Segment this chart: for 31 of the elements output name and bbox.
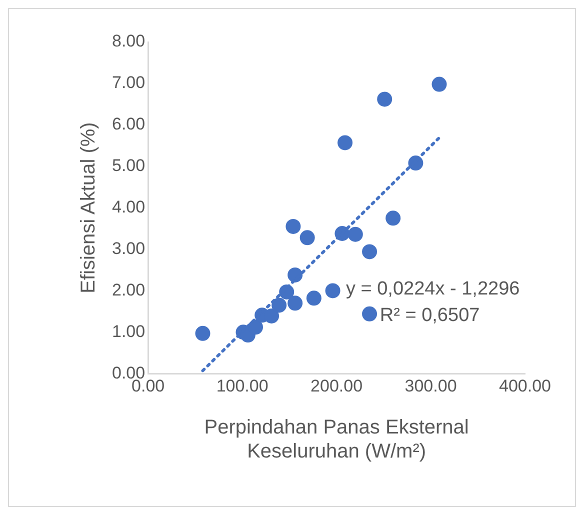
x-tick-label: 100.00 bbox=[216, 376, 268, 396]
point bbox=[362, 244, 378, 260]
y-tick-label: 4.00 bbox=[112, 197, 146, 216]
point bbox=[348, 226, 363, 242]
point bbox=[338, 135, 353, 150]
point bbox=[288, 296, 303, 311]
y-tick-label: 3.00 bbox=[112, 238, 146, 258]
point bbox=[272, 298, 287, 313]
y-axis-title: Efisiensi Aktual (%) bbox=[78, 122, 100, 294]
y-tick-label: 6.00 bbox=[112, 114, 146, 134]
point bbox=[286, 218, 301, 234]
x-tick-label: 200.00 bbox=[310, 376, 363, 396]
y-tick-label: 2.00 bbox=[112, 280, 146, 300]
annotation: R² = 0,6507 bbox=[380, 304, 480, 326]
y-tick-label: 5.00 bbox=[112, 156, 146, 176]
point bbox=[195, 326, 210, 341]
point bbox=[362, 306, 378, 322]
point bbox=[377, 92, 392, 107]
point bbox=[325, 283, 340, 298]
annotation: y = 0,0224x - 1,2296 bbox=[346, 278, 520, 300]
point bbox=[300, 230, 315, 246]
point bbox=[264, 308, 280, 324]
y-tick-label: 7.00 bbox=[112, 73, 146, 92]
y-tick-label: 1.00 bbox=[112, 322, 146, 341]
y-tick-label: 8.00 bbox=[112, 32, 146, 51]
point bbox=[386, 210, 401, 226]
point bbox=[432, 76, 447, 92]
x-tick-label: 400.00 bbox=[499, 376, 551, 396]
point bbox=[306, 290, 322, 306]
x-axis-title: Perpindahan Panas Eksternal Keseluruhan (W/m²) bbox=[204, 416, 469, 463]
x-tick-label: 300.00 bbox=[404, 376, 457, 396]
